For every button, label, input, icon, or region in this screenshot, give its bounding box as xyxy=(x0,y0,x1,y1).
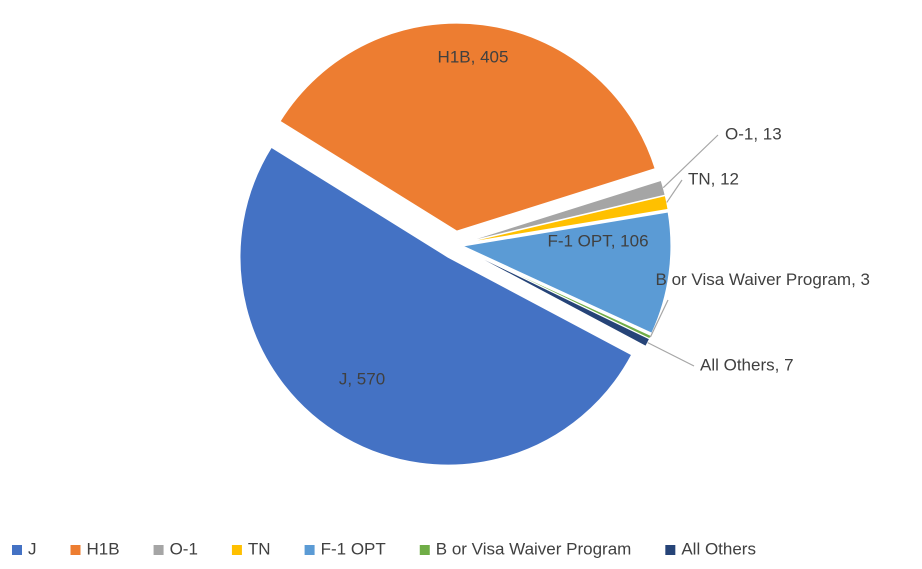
legend-swatch xyxy=(419,545,430,555)
pie-slice xyxy=(461,248,651,347)
legend-label: B or Visa Waiver Program xyxy=(436,539,632,558)
legend-swatch xyxy=(70,545,81,555)
data-label-box: B or Visa Waiver Program, 3 xyxy=(655,270,870,289)
pie-slice xyxy=(461,211,672,334)
leader-line xyxy=(647,342,695,367)
legend-swatch xyxy=(304,545,315,555)
legend-label: All Others xyxy=(681,539,756,558)
data-label: All Others, 7 xyxy=(700,355,794,374)
data-label: O-1, 13 xyxy=(725,124,782,143)
legend-label: TN xyxy=(248,539,271,558)
legend-swatch xyxy=(665,545,676,555)
data-label: J, 570 xyxy=(339,369,385,388)
legend-label: J xyxy=(28,539,37,558)
legend-swatch xyxy=(12,545,22,555)
legend-swatch xyxy=(153,545,164,555)
pie-slice xyxy=(239,146,633,466)
legend-label: H1B xyxy=(87,539,120,558)
legend-label: F-1 OPT xyxy=(321,539,386,558)
data-label: F-1 OPT, 106 xyxy=(547,231,648,250)
legend-label: O-1 xyxy=(170,539,198,558)
data-label: B or Visa Waiver Program, 3 xyxy=(655,270,870,289)
leader-line xyxy=(662,134,719,189)
pie-slice xyxy=(279,22,656,232)
legend-swatch xyxy=(231,545,242,555)
data-label: TN, 12 xyxy=(688,169,739,188)
data-label: H1B, 405 xyxy=(438,47,509,66)
leader-line xyxy=(649,299,669,338)
pie-slice xyxy=(462,195,669,244)
leader-line xyxy=(666,179,683,203)
